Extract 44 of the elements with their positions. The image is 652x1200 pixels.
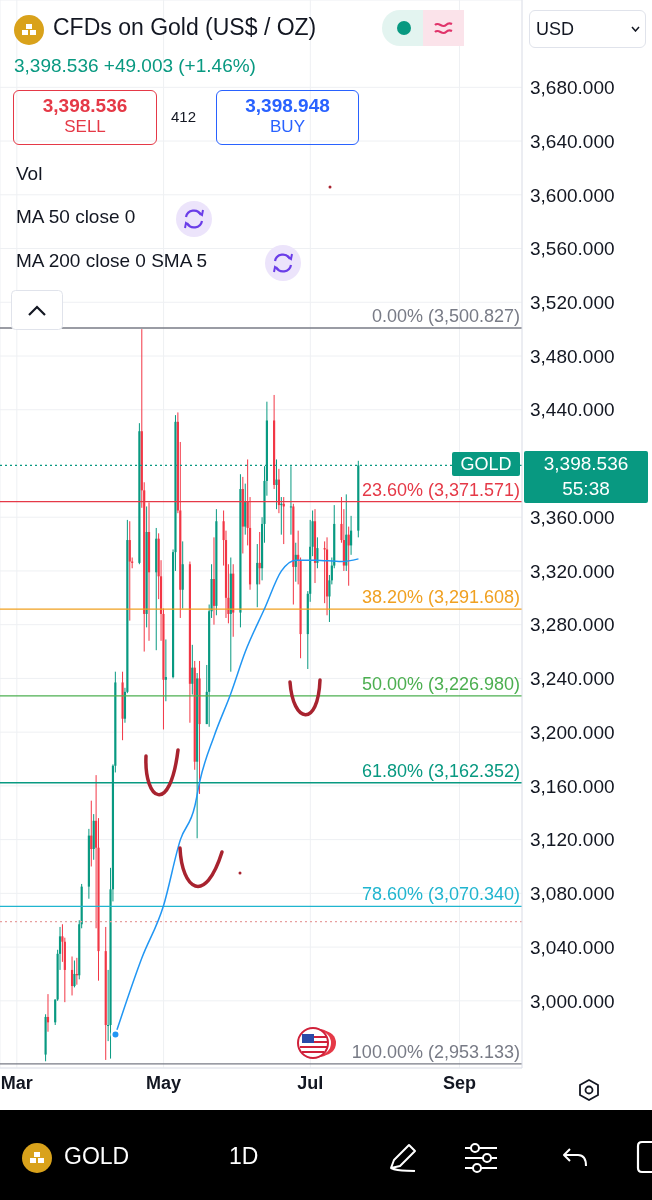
y-tick-label: 3,640.000 [530, 130, 615, 152]
ref-line-label: 0.00% (3,500.827) [371, 306, 520, 327]
ref-line-label: 78.60% (3,070.340) [361, 884, 520, 905]
ref-line-label: 38.20% (3,291.608) [361, 587, 520, 608]
y-tick-label: 3,520.000 [530, 292, 615, 314]
ref-line-label: 50.00% (3,226.980) [361, 673, 520, 694]
annotation: SELL [64, 117, 106, 136]
y-tick-label: 3,080.000 [530, 883, 615, 905]
y-tick-label: 3,240.000 [530, 668, 615, 690]
y-tick-label: 3,440.000 [530, 399, 615, 421]
x-tick-label: Sep [442, 1072, 476, 1093]
y-tick-label: 3,120.000 [530, 829, 615, 851]
annotation: 412 [171, 108, 197, 125]
ref-line-label: 100.00% (2,953.133) [351, 1041, 520, 1062]
text: USD [536, 18, 575, 40]
x-tick-label: May [146, 1072, 182, 1093]
text: CFDs on Gold (US$ / OZ) [53, 14, 317, 40]
annotation: MA 50 close 0 [16, 206, 136, 227]
text: 1D [229, 1143, 259, 1169]
y-tick-label: 3,280.000 [530, 614, 615, 636]
text: 55:38 [562, 478, 610, 500]
annotation: BUY [270, 117, 305, 136]
ref-line-label: 23.60% (3,371.571) [361, 479, 520, 500]
y-tick-label: 3,360.000 [530, 506, 615, 528]
ref-line-label: 61.80% (3,162.352) [361, 760, 520, 781]
annotation: 3,398.536 [42, 95, 128, 116]
y-tick-label: 3,560.000 [530, 238, 615, 260]
ref-line-label: GOLD [460, 453, 512, 475]
y-tick-label: 3,200.000 [530, 721, 615, 743]
x-tick-label: Mar [0, 1072, 33, 1093]
text: GOLD [64, 1143, 130, 1169]
annotation: MA 200 close 0 SMA 5 [16, 250, 208, 271]
annotation: 3,398.948 [245, 95, 330, 116]
annotation: Vol [16, 163, 43, 184]
y-tick-label: 3,480.000 [530, 345, 615, 367]
y-tick-label: 3,160.000 [530, 775, 615, 797]
y-tick-label: 3,040.000 [530, 936, 615, 958]
y-tick-label: 3,600.000 [530, 184, 615, 206]
y-tick-label: 3,680.000 [530, 77, 615, 99]
x-tick-label: Jul [297, 1072, 324, 1093]
y-tick-label: 3,000.000 [530, 990, 615, 1012]
text: 3,398.536 +49.003 (+1.46%) [14, 55, 256, 76]
y-tick-label: 3,320.000 [530, 560, 615, 582]
text: 3,398.536 [543, 453, 629, 475]
